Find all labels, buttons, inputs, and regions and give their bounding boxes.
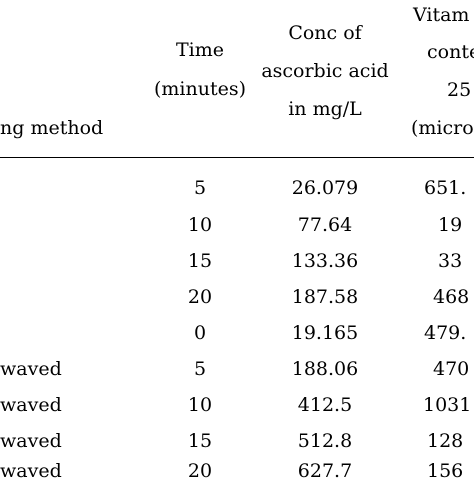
row-9-conc: 627.7 (297, 460, 353, 482)
header-conc-line1: Conc of (288, 22, 362, 44)
row-9-vitamin: 156 (427, 460, 464, 482)
row-5-conc: 19.165 (291, 322, 359, 344)
row-5-vitamin: 479. (424, 322, 467, 344)
row-4-vitamin: 468 (433, 286, 470, 308)
row-3-vitamin: 33 (438, 250, 463, 272)
header-time-line1: Time (175, 39, 224, 61)
header-time-line2: (minutes) (153, 78, 247, 100)
row-2-conc: 77.64 (297, 214, 353, 236)
row-1-vitamin: 651. (424, 177, 467, 199)
row-9-method: waved (0, 460, 62, 482)
row-7-time: 10 (187, 394, 213, 416)
header-conc-line3: in mg/L (288, 98, 362, 120)
header-vitamin-line4: (microg (411, 117, 474, 139)
row-8-time: 15 (187, 430, 213, 452)
row-3-time: 15 (187, 250, 213, 272)
row-6-conc: 188.06 (291, 358, 359, 380)
row-1-conc: 26.079 (291, 177, 359, 199)
row-8-vitamin: 128 (427, 430, 464, 452)
header-conc-line2: ascorbic acid (261, 60, 389, 82)
row-8-method: waved (0, 430, 62, 452)
row-5-time: 0 (193, 322, 207, 344)
row-7-method: waved (0, 394, 62, 416)
row-3-conc: 133.36 (291, 250, 359, 272)
header-rule (0, 157, 474, 158)
row-6-vitamin: 470 (433, 358, 470, 380)
row-4-conc: 187.58 (291, 286, 359, 308)
header-vitamin-line2: conte (427, 41, 474, 63)
row-7-conc: 412.5 (297, 394, 353, 416)
header-vitamin-line1: Vitam (413, 4, 470, 26)
row-1-time: 5 (193, 177, 207, 199)
row-2-time: 10 (187, 214, 213, 236)
row-2-vitamin: 19 (438, 214, 463, 236)
header-vitamin-line3: 25 (447, 79, 472, 101)
row-4-time: 20 (187, 286, 213, 308)
row-8-conc: 512.8 (297, 430, 353, 452)
header-method: ng method (0, 117, 104, 139)
row-9-time: 20 (187, 460, 213, 482)
row-7-vitamin: 1031 (423, 394, 472, 416)
row-6-time: 5 (193, 358, 207, 380)
row-6-method: waved (0, 358, 62, 380)
